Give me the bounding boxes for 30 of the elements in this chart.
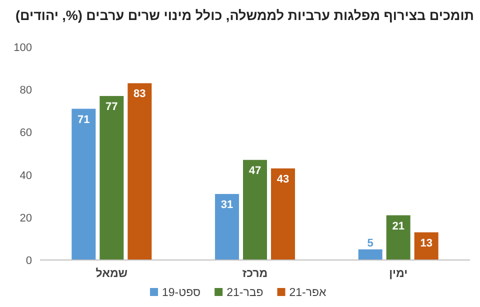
data-label: 21 [392, 220, 404, 232]
y-tick-label: 40 [20, 170, 32, 182]
bar [215, 194, 239, 260]
bar [100, 96, 124, 260]
y-tick-label: 80 [20, 84, 32, 97]
x-tick-label: שמאל [96, 267, 128, 280]
legend-label: פבר-21 [226, 287, 264, 299]
bar [128, 83, 152, 260]
legend-label: ספט-19 [162, 287, 201, 299]
data-label: 71 [78, 114, 90, 126]
bar [271, 168, 295, 260]
data-label: 43 [276, 173, 290, 186]
chart-title: תומכים בצירוף מפלגות ערביות לממשלה, כולל מינוי שרים ערבים (%, יהודים) [16, 8, 474, 23]
bar [243, 160, 267, 260]
x-tick-label: ימין [389, 268, 408, 280]
y-tick-label: 20 [20, 212, 32, 224]
data-label: 83 [134, 88, 146, 100]
y-tick-label: 60 [20, 127, 32, 140]
legend-label: אפר-21 [289, 287, 328, 299]
data-label: 77 [106, 100, 118, 113]
y-tick-label: 0 [26, 255, 32, 267]
bar [386, 215, 410, 260]
data-label: 47 [248, 164, 262, 177]
y-tick-label: 100 [14, 42, 32, 54]
bar [72, 108, 96, 260]
data-label: 5 [367, 237, 374, 250]
bar [358, 249, 382, 260]
x-tick-label: מרכז [242, 268, 268, 280]
data-label: 31 [220, 198, 234, 211]
data-label: 13 [420, 237, 432, 250]
